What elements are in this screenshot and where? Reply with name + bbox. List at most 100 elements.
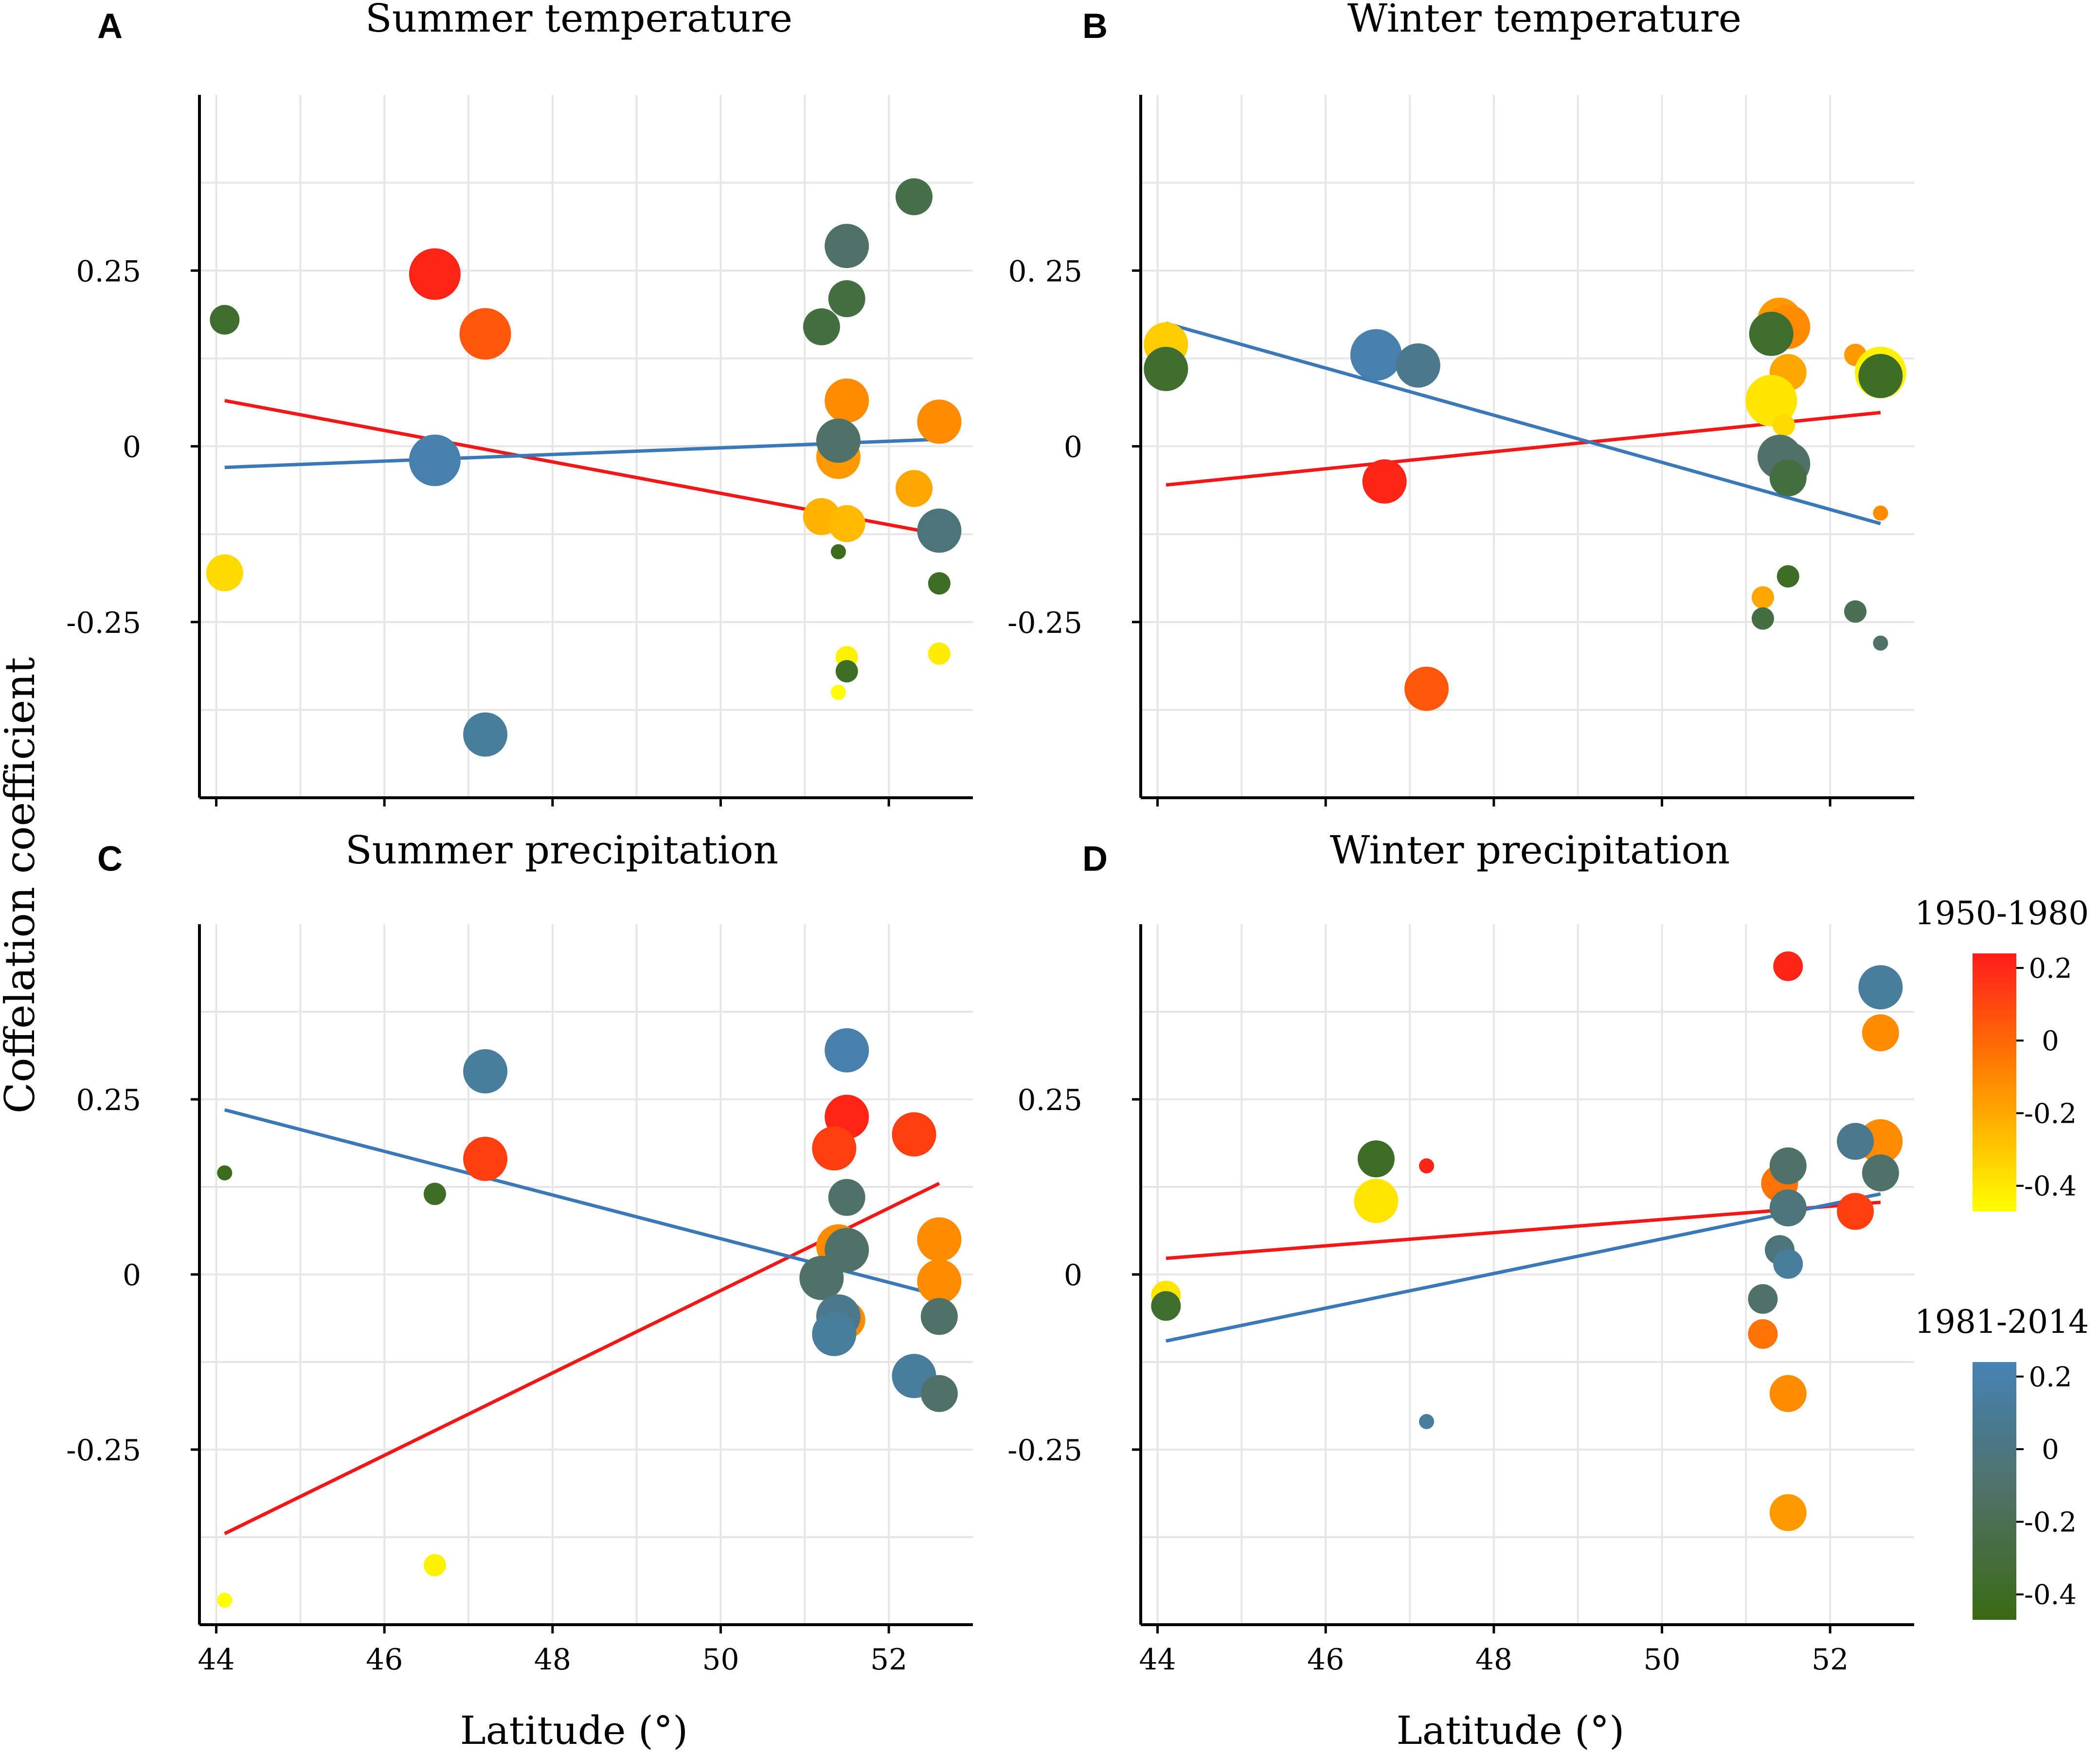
data-point-1981-2014 — [920, 1298, 958, 1335]
data-points — [1151, 951, 1903, 1531]
data-point-1981-2014 — [928, 572, 951, 595]
legend-tick-label: 0 — [2042, 1434, 2059, 1466]
data-point-1950-1980 — [917, 399, 962, 444]
data-point-1950-1980 — [1769, 1494, 1807, 1531]
y-tick-label: -0.25 — [1007, 1434, 1082, 1468]
data-point-1950-1980 — [1745, 375, 1797, 427]
legend-tick-label: 0 — [2042, 1025, 2059, 1057]
data-point-1981-2014 — [830, 544, 846, 559]
x-tick-label: 50 — [702, 1643, 739, 1677]
trend-line-1950-1980 — [1166, 1201, 1881, 1260]
panel-title: Winter precipitation — [1330, 827, 1730, 873]
y-axis-label: Coffelation coefficient — [0, 657, 44, 1114]
data-point-1981-2014 — [1862, 1154, 1899, 1192]
y-tick-label: 0 — [1064, 430, 1082, 465]
data-point-1950-1980 — [1362, 459, 1407, 504]
x-tick-label: 46 — [366, 1643, 403, 1677]
y-tick-label: 0.25 — [76, 254, 141, 288]
legend-tick-label: 0.2 — [2028, 1362, 2072, 1393]
data-point-1950-1980 — [812, 1126, 857, 1171]
x-axis-label: Latitude (°) — [1397, 1708, 1625, 1753]
axes: 0.25 0 -0.25 44 46 48 50 52 — [1007, 924, 1914, 1677]
legend-title: 1981-2014 — [1915, 1303, 2089, 1341]
x-tick-label: 44 — [1139, 1643, 1176, 1677]
panel-title: Summer precipitation — [345, 827, 778, 873]
trend-line-1950-1980 — [1166, 411, 1881, 487]
data-point-1981-2014 — [423, 1183, 446, 1205]
legend-colorbar — [1973, 1362, 2016, 1620]
data-points — [206, 178, 962, 757]
data-point-1950-1980 — [1862, 1014, 1899, 1052]
legend-ticks: 0.2 0 -0.2 -0.4 — [2016, 953, 2077, 1202]
trend-line-1981-2014 — [1165, 322, 1881, 525]
y-tick-label: -0.25 — [66, 1434, 141, 1468]
data-point-1950-1980 — [1354, 1179, 1399, 1223]
x-tick-label: 50 — [1643, 1643, 1680, 1677]
data-point-1981-2014 — [1773, 1249, 1803, 1279]
data-point-1981-2014 — [825, 224, 869, 269]
panel-letter: D — [1082, 840, 1108, 878]
data-point-1981-2014 — [799, 1255, 844, 1300]
data-point-1981-2014 — [812, 1311, 857, 1356]
data-point-1981-2014 — [1419, 1414, 1435, 1429]
grid — [199, 924, 973, 1625]
x-tick-label: 52 — [1812, 1643, 1849, 1677]
data-point-1981-2014 — [1357, 1140, 1395, 1178]
data-point-1950-1980 — [1419, 1158, 1435, 1174]
data-point-1981-2014 — [1396, 343, 1440, 388]
data-point-1950-1980 — [206, 554, 243, 592]
data-point-1950-1980 — [892, 1112, 936, 1157]
data-point-1981-2014 — [1873, 635, 1888, 651]
data-point-1950-1980 — [409, 248, 461, 300]
data-point-1981-2014 — [1151, 1291, 1181, 1321]
panel-title: Summer temperature — [365, 0, 792, 41]
legend-tick-label: -0.4 — [2024, 1579, 2077, 1611]
legend-1981-2014: 1981-2014 0.2 0 -0.2 -0.4 — [1915, 1303, 2089, 1620]
data-point-1981-2014 — [1748, 1284, 1778, 1314]
panel-c: C Summer precipitation 0.25 0 -0.25 44 46 48 5… — [66, 827, 973, 1753]
x-tick-label: 46 — [1307, 1643, 1344, 1677]
axes: 0. 25 0 -0.25 — [1007, 95, 1914, 807]
data-point-1950-1980 — [217, 1593, 233, 1608]
data-point-1981-2014 — [1777, 565, 1799, 588]
panel-letter: A — [97, 7, 123, 46]
trend-lines — [1166, 1192, 1881, 1343]
data-point-1981-2014 — [463, 1049, 508, 1094]
data-point-1981-2014 — [210, 305, 240, 335]
data-point-1981-2014 — [1144, 347, 1188, 392]
data-point-1950-1980 — [463, 1136, 508, 1181]
data-point-1981-2014 — [1844, 600, 1867, 623]
y-tick-label: -0.25 — [1007, 606, 1082, 640]
data-point-1981-2014 — [825, 1028, 869, 1073]
data-points — [1144, 297, 1906, 711]
panel-d: D Winter precipitation 0.25 0 -0.25 44 46 48 5… — [1007, 827, 1914, 1753]
legend-ticks: 0.2 0 -0.2 -0.4 — [2016, 1362, 2077, 1611]
data-point-1981-2014 — [1769, 1147, 1807, 1184]
data-point-1981-2014 — [1749, 311, 1794, 356]
axes: 0.25 0 -0.25 44 46 48 50 52 — [66, 924, 973, 1677]
data-points — [217, 1028, 962, 1608]
legend-title: 1950-1980 — [1915, 895, 2089, 932]
panel-letter: B — [1082, 7, 1108, 46]
x-tick-label: 48 — [534, 1643, 571, 1677]
data-point-1981-2014 — [835, 660, 858, 682]
data-point-1981-2014 — [1769, 459, 1807, 497]
y-tick-label: 0.25 — [1017, 1083, 1082, 1117]
y-tick-label: 0. 25 — [1008, 254, 1082, 288]
data-point-1981-2014 — [1858, 965, 1903, 1010]
legend-tick-label: -0.2 — [2024, 1098, 2077, 1130]
y-tick-label: 0 — [123, 430, 141, 465]
panel-b: B Winter temperature 0. 25 0 -0.25 — [1007, 0, 1914, 807]
legend-1950-1980: 1950-1980 0.2 0 -0.2 -0.4 — [1915, 895, 2089, 1211]
legend-tick-label: -0.4 — [2024, 1171, 2077, 1202]
panel-title: Winter temperature — [1347, 0, 1741, 41]
data-point-1981-2014 — [828, 280, 865, 318]
trend-line-1981-2014 — [1166, 1192, 1881, 1343]
panel-a: A Summer temperature 0.25 0 -0.25 — [66, 0, 973, 807]
data-point-1981-2014 — [1858, 354, 1903, 398]
data-point-1981-2014 — [1350, 329, 1402, 381]
legend-tick-label: 0.2 — [2028, 953, 2072, 985]
data-point-1981-2014 — [816, 418, 861, 463]
data-point-1981-2014 — [1751, 607, 1774, 630]
